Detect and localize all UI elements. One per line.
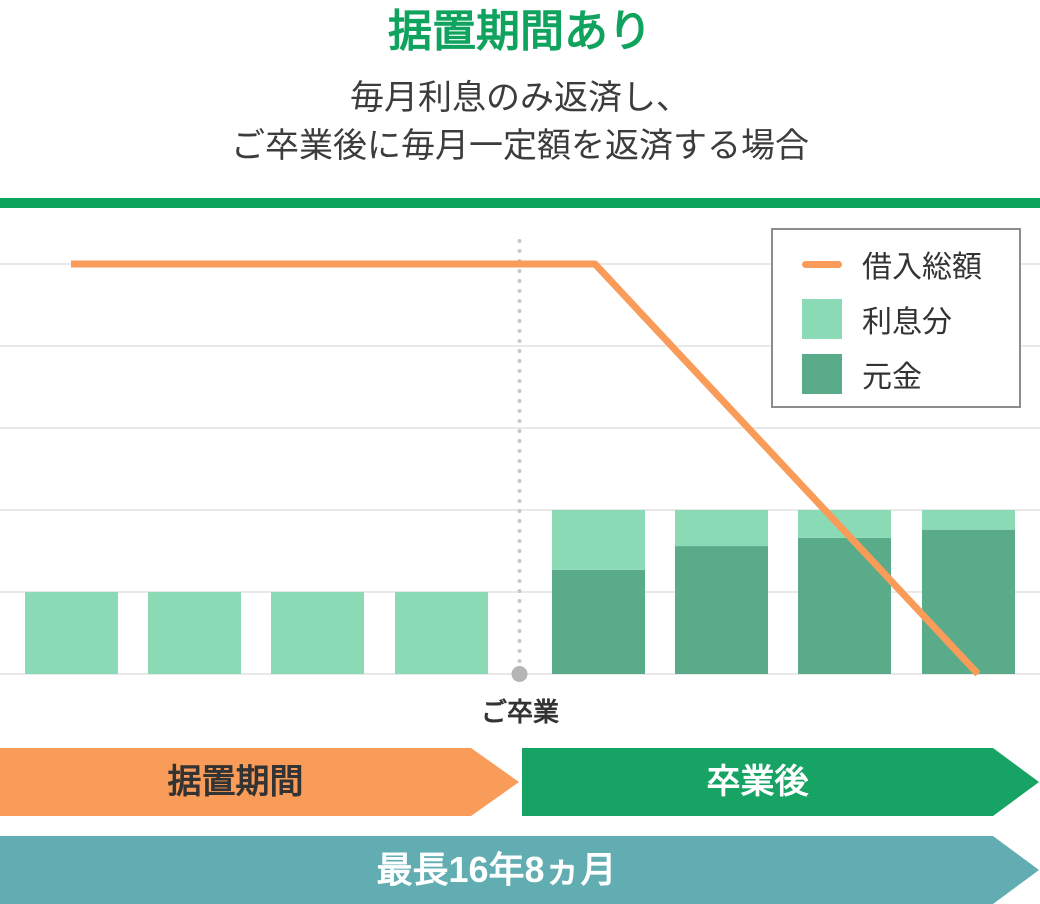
green-divider [0, 198, 1040, 208]
bar-segment-元金-6 [675, 546, 768, 674]
deferment-period-arrow: 据置期間 [0, 748, 519, 816]
bar-segment-利息分-4 [395, 592, 488, 674]
after-graduation-label: 卒業後 [706, 763, 809, 801]
legend-interest-swatch-icon [802, 299, 842, 339]
subtitle-line-2: ご卒業後に毎月一定額を返済する場合 [231, 127, 809, 165]
subtitle-line-1: 毎月利息のみ返済し、 [350, 79, 690, 117]
graduation-dot-icon [511, 666, 528, 682]
page-title: 据置期間あり [388, 7, 652, 56]
legend-item-principal: 元金 [802, 354, 1019, 394]
legend-item-total-borrowed: 借入総額 [802, 244, 1019, 284]
bar-segment-利息分-6 [675, 510, 768, 547]
legend-principal-swatch-icon [802, 354, 842, 394]
legend-label-interest: 利息分 [862, 306, 952, 339]
bar-segment-利息分-3 [271, 592, 364, 674]
legend-line-swatch-icon [802, 260, 842, 268]
bar-segment-利息分-8 [922, 510, 1015, 530]
repayment-chart [0, 239, 1040, 682]
deferment-period-label: 据置期間 [167, 763, 304, 801]
bar-segment-元金-7 [798, 537, 891, 674]
chart-legend: 借入総額 利息分 元金 [771, 228, 1021, 408]
total-borrowed-line [71, 260, 981, 677]
max-period-label: 最長16年8ヵ月 [376, 849, 617, 890]
after-graduation-arrow: 卒業後 [522, 748, 1039, 816]
bar-segment-利息分-5 [552, 510, 645, 570]
bar-segment-元金-5 [552, 569, 645, 674]
bar-segment-利息分-1 [25, 592, 118, 674]
bar-segment-利息分-2 [148, 592, 241, 674]
page-subtitle: 毎月利息のみ返済し、 ご卒業後に毎月一定額を返済する場合 [0, 74, 1040, 170]
max-period-arrow: 最長16年8ヵ月 [0, 836, 1039, 904]
bar-segment-元金-8 [922, 529, 1015, 674]
legend-label-total-borrowed: 借入総額 [862, 251, 982, 284]
legend-item-interest: 利息分 [802, 299, 1019, 339]
graduation-axis-label: ご卒業 [480, 697, 559, 727]
legend-label-principal: 元金 [862, 361, 922, 394]
